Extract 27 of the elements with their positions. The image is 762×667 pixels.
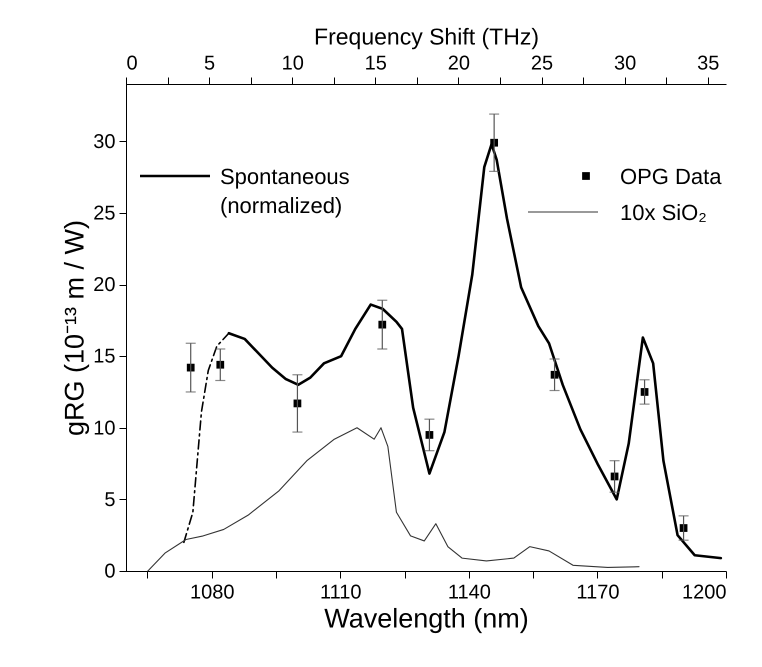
- y-tick-label: 5: [104, 488, 116, 511]
- x-tick-label: 1200: [682, 582, 726, 604]
- x2-tick-label: 35: [697, 52, 720, 74]
- x-tick-label: 1170: [576, 582, 620, 604]
- y-tick-label: 30: [93, 130, 116, 153]
- x-axis-title: Wavelength (nm): [324, 604, 529, 634]
- y-tick-label: 20: [93, 274, 116, 296]
- x2-tick-label: 5: [204, 52, 216, 74]
- y-tick-label: 15: [93, 346, 116, 368]
- x2-tick-label: 25: [530, 52, 554, 74]
- y-tick-label: 25: [93, 202, 116, 224]
- x-tick-label: 1080: [190, 582, 234, 604]
- y-tick-label: 10: [93, 417, 116, 440]
- x2-tick-label: 10: [282, 52, 304, 74]
- x-tick-label: 1140: [448, 582, 491, 604]
- legend-label: OPG Data: [620, 164, 722, 189]
- line-series: [147, 427, 640, 572]
- x-tick-label: 1110: [320, 582, 362, 604]
- x2-tick-label: 0: [126, 52, 138, 74]
- x2-tick-label: 15: [364, 52, 387, 74]
- x2-tick-label: 30: [614, 52, 636, 74]
- y-tick-label: 0: [104, 560, 116, 582]
- legend-label: 10x SiO₂: [620, 200, 707, 225]
- x2-axis-title: Frequency Shift (THz): [314, 24, 539, 50]
- y-axis-title: gRG (10⁻¹³ m / W): [59, 220, 90, 436]
- x2-tick-label: 20: [448, 52, 470, 74]
- legend-label: Spontaneous (normalized): [220, 164, 350, 218]
